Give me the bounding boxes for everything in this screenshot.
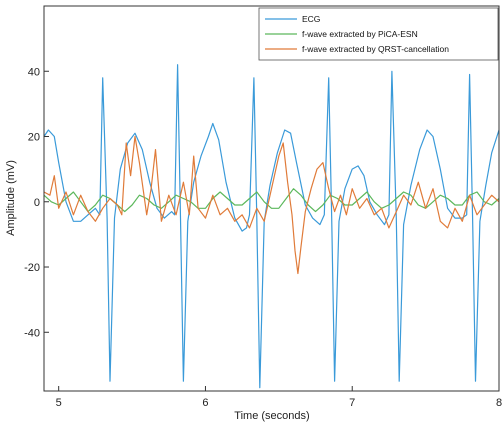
y-tick-label: 20 [28,132,40,144]
x-axis-label: Time (seconds) [234,410,309,422]
y-tick-label: -40 [24,327,40,339]
legend-label-pica-esn: f-wave extracted by PiCA-ESN [302,29,418,39]
legend: ECG f-wave extracted by PiCA-ESN f-wave … [258,7,499,61]
axis-layer: 5 6 7 8 -40 -20 0 20 40 [24,66,502,409]
series-layer [43,64,500,389]
x-tick-label: 6 [202,397,208,409]
plot-background [44,6,499,391]
y-tick-label: 0 [34,197,40,209]
y-axis-label: Amplitude (mV) [5,160,17,236]
series-line-ecg [43,64,500,389]
y-tick-label: 40 [28,66,40,78]
x-tick-label: 7 [349,397,355,409]
legend-label-ecg: ECG [302,14,320,24]
legend-box [258,7,499,61]
plot-frame [43,5,500,392]
series-line-f-wave-extracted-by-pica-esn [43,188,500,213]
x-tick-label: 5 [56,397,62,409]
x-tick-label: 8 [496,397,502,409]
y-tick-label: -20 [24,262,40,274]
legend-label-qrst: f-wave extracted by QRST-cancellation [302,44,449,54]
series-line-f-wave-extracted-by-qrst-cancellation [43,135,500,275]
